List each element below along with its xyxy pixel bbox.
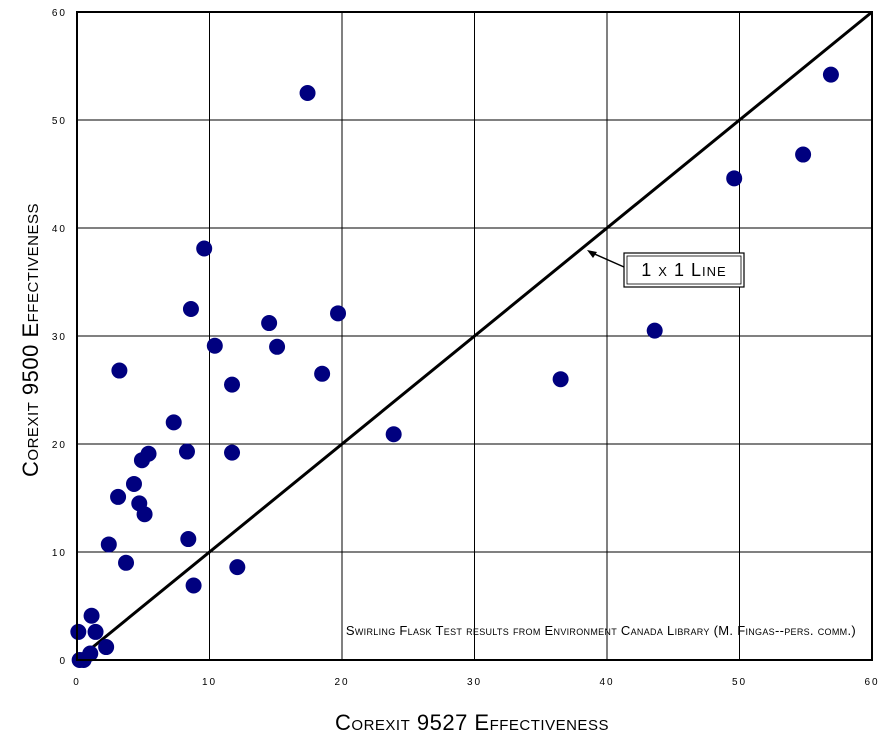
data-point — [165, 414, 182, 431]
data-point — [87, 623, 104, 640]
data-point — [646, 322, 663, 339]
data-point — [385, 426, 402, 443]
plot-area — [76, 11, 873, 661]
data-point — [224, 444, 241, 461]
y-tick-label: 20 — [52, 440, 67, 451]
data-point — [70, 623, 87, 640]
x-tick-label: 40 — [599, 677, 614, 688]
data-point — [180, 531, 197, 548]
reference-line-callout: 1 x 1 Line — [587, 250, 745, 288]
reference-line-label: 1 x 1 Line — [641, 260, 726, 280]
data-point — [330, 305, 347, 322]
x-axis-ticks: 0 10 20 30 40 50 60 — [73, 677, 879, 688]
x-tick-label: 20 — [334, 677, 349, 688]
data-point — [82, 645, 99, 662]
x-tick-label: 10 — [202, 677, 217, 688]
data-point — [100, 536, 117, 553]
y-axis-ticks: 0 10 20 30 40 50 60 — [52, 8, 67, 667]
arrow-head-icon — [587, 250, 597, 258]
data-point — [269, 338, 286, 355]
data-point — [552, 371, 569, 388]
data-point — [178, 443, 195, 460]
x-tick-label: 50 — [732, 677, 747, 688]
data-point — [83, 607, 100, 624]
data-point — [196, 240, 213, 257]
y-tick-label: 10 — [52, 548, 67, 559]
data-point — [125, 475, 142, 492]
source-annotation: Swirling Flask Test results from Environ… — [346, 623, 856, 638]
x-axis-title: Corexit 9527 Effectiveness — [335, 710, 609, 735]
data-point — [111, 362, 128, 379]
data-points — [70, 66, 839, 668]
data-point — [182, 301, 199, 317]
data-point — [98, 639, 115, 656]
data-point — [140, 445, 157, 462]
y-tick-label: 30 — [52, 332, 67, 343]
x-tick-label: 0 — [73, 677, 81, 688]
callout-box-inner — [626, 255, 742, 285]
one-to-one-line — [76, 10, 873, 662]
data-point — [314, 365, 331, 382]
data-point — [726, 170, 743, 187]
data-point — [224, 376, 241, 393]
data-point — [229, 559, 246, 576]
y-tick-label: 40 — [52, 224, 67, 235]
y-tick-label: 0 — [59, 656, 67, 667]
x-tick-label: 60 — [864, 677, 879, 688]
y-tick-label: 50 — [52, 116, 67, 127]
data-point — [299, 85, 316, 101]
data-point — [822, 66, 839, 83]
data-point — [261, 315, 278, 332]
callout-arrow — [589, 251, 625, 268]
callout-box — [623, 252, 745, 288]
y-axis-title: Corexit 9500 Effectiveness — [18, 203, 43, 477]
data-point — [110, 488, 127, 505]
data-point — [136, 506, 153, 523]
data-point — [118, 554, 135, 571]
data-point — [185, 577, 202, 594]
x-tick-label: 30 — [467, 677, 482, 688]
data-point — [795, 146, 812, 163]
y-tick-label: 60 — [52, 8, 67, 19]
data-point — [206, 337, 223, 354]
